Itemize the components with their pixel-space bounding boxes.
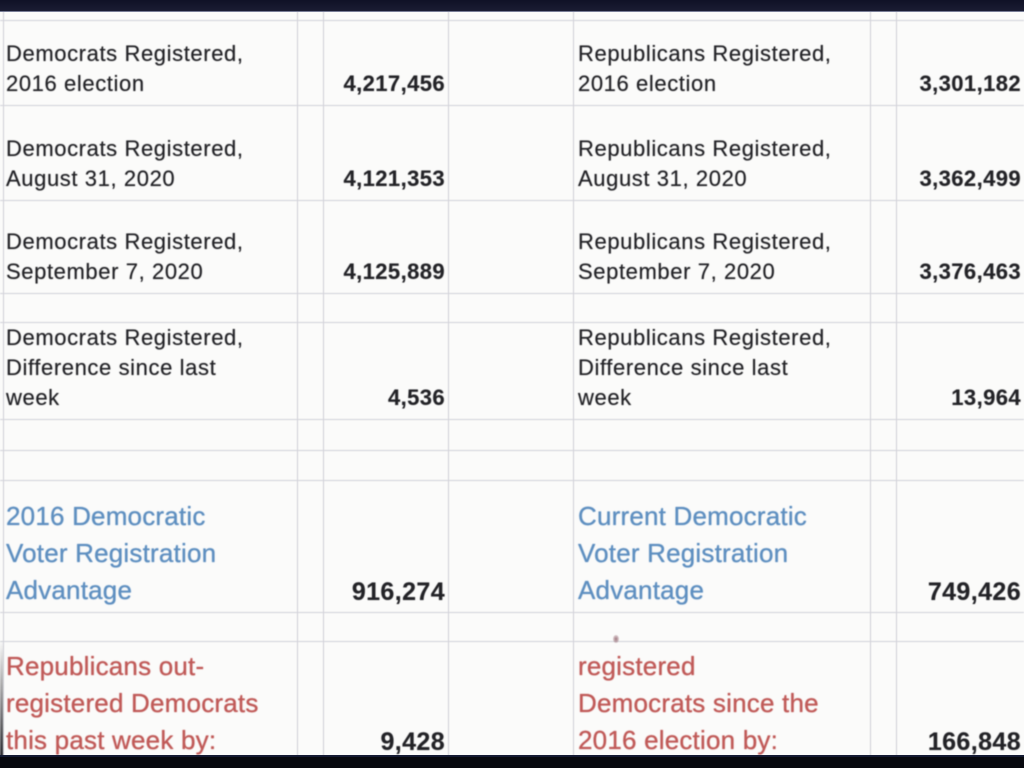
outregistered-week-label-cell[interactable]: Republicans out- registered Democrats th… (6, 651, 259, 755)
gridline-v (3, 11, 4, 757)
dem-label-cell[interactable]: Democrats Registered, Difference since l… (6, 325, 244, 410)
dem-value-cell[interactable]: 4,125,889 (343, 259, 445, 284)
row-republicans-outregistered: Republicans out- registered Democrats th… (0, 641, 1024, 759)
row-registered-2016-election: Democrats Registered, 2016 election 4,21… (0, 20, 1024, 105)
dem-label-cell[interactable]: Democrats Registered, 2016 election (6, 41, 244, 96)
row-difference-since-last-week: Democrats Registered, Difference since l… (0, 322, 1024, 419)
outregistered-since-2016-value-cell[interactable]: 166,848 (927, 728, 1021, 756)
dem-value-cell[interactable]: 4,536 (387, 385, 445, 410)
gridline-h (0, 419, 1024, 420)
gridline-h (0, 20, 1024, 21)
rep-label-cell[interactable]: Republicans Registered, August 31, 2020 (578, 136, 832, 191)
rep-label-cell[interactable]: Republicans Registered, September 7, 202… (578, 229, 832, 284)
rep-label-cell[interactable]: Republicans Registered, 2016 election (578, 41, 832, 96)
row-democratic-advantage: 2016 Democratic Voter Registration Advan… (0, 480, 1024, 612)
rep-label-cell[interactable]: Republicans Registered, Difference since… (578, 325, 832, 410)
outregistered-since-2016-label-cell[interactable]: registered Democrats since the 2016 elec… (578, 651, 819, 755)
outregistered-week-value-cell[interactable]: 9,428 (380, 728, 445, 756)
gridline-h (0, 480, 1024, 481)
gridline-h (0, 450, 1024, 451)
gridline-h (0, 612, 1024, 613)
advantage-current-value-cell[interactable]: 749,426 (927, 578, 1021, 606)
gridline-h (0, 322, 1024, 323)
dem-value-cell[interactable]: 4,121,353 (343, 166, 445, 191)
row-registered-aug-31-2020: Democrats Registered, August 31, 2020 4,… (0, 105, 1024, 200)
gridline-h (0, 293, 1024, 294)
gridline-v (573, 11, 574, 757)
gridline-v (896, 11, 897, 757)
left-edge-shade (0, 640, 3, 757)
gridline-h (0, 200, 1024, 201)
row-registered-sep-7-2020: Democrats Registered, September 7, 2020 … (0, 200, 1024, 293)
gridline-v (448, 11, 449, 757)
gridline-h (0, 641, 1024, 642)
rep-value-cell[interactable]: 13,964 (951, 385, 1021, 410)
advantage-current-label-cell[interactable]: Current Democratic Voter Registration Ad… (578, 501, 807, 605)
dem-value-cell[interactable]: 4,217,456 (343, 71, 445, 96)
dem-label-cell[interactable]: Democrats Registered, September 7, 2020 (6, 229, 244, 284)
letterbox-top (0, 0, 1024, 12)
letterbox-bottom (0, 755, 1024, 768)
gridline-v (870, 11, 871, 757)
dem-label-cell[interactable]: Democrats Registered, August 31, 2020 (6, 136, 244, 191)
gridline-h (0, 105, 1024, 106)
compression-artifact-dot (613, 635, 619, 643)
advantage-2016-value-cell[interactable]: 916,274 (351, 578, 445, 606)
gridline-v (323, 11, 324, 757)
rep-value-cell[interactable]: 3,362,499 (919, 166, 1021, 191)
rep-value-cell[interactable]: 3,301,182 (919, 71, 1021, 96)
gridline-v (297, 11, 298, 757)
advantage-2016-label-cell[interactable]: 2016 Democratic Voter Registration Advan… (6, 501, 217, 605)
rep-value-cell[interactable]: 3,376,463 (919, 259, 1021, 284)
